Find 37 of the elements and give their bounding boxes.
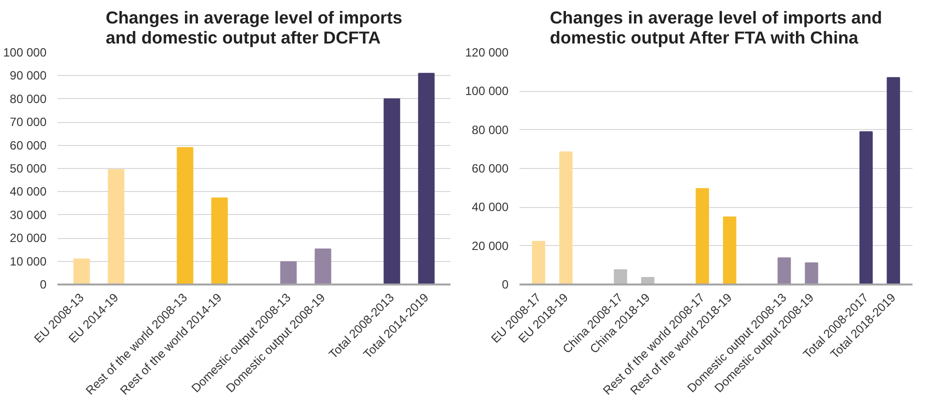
y-tick-label: 50 000 (10, 162, 47, 176)
y-tick-label: 80 000 (10, 92, 47, 106)
bar (280, 261, 297, 284)
bar (886, 77, 900, 284)
chart-title: Changes in average level of imports and domestic output After FTA with China (550, 8, 882, 48)
y-tick-label: 70 000 (10, 115, 47, 130)
bar (176, 147, 194, 284)
bar (614, 269, 628, 284)
bar (696, 188, 709, 284)
bar (723, 216, 736, 284)
bar (859, 131, 873, 284)
bar (108, 169, 124, 284)
y-tick-label: 40 000 (472, 200, 509, 214)
y-tick-label: 60 000 (472, 162, 509, 176)
y-tick-label: 90 000 (10, 68, 47, 83)
y-tick-label: 100 000 (465, 84, 509, 98)
bar (778, 257, 791, 284)
y-tick-label: 80 000 (472, 122, 509, 137)
y-tick-label: 120 000 (465, 46, 509, 60)
y-tick-label: 40 000 (10, 184, 47, 199)
y-tick-label: 20 000 (472, 238, 509, 253)
y-tick-label: 100 000 (3, 46, 47, 60)
y-tick-label: 30 000 (10, 208, 47, 222)
bar (418, 72, 435, 284)
y-tick-label: 20 000 (10, 231, 47, 246)
bar (532, 240, 546, 284)
bar (314, 248, 332, 284)
bar (559, 151, 573, 284)
y-tick-label: 0 (40, 278, 47, 292)
bar (804, 262, 818, 284)
y-tick-label: 0 (502, 278, 509, 292)
bar (73, 258, 90, 284)
y-tick-label: 60 000 (10, 138, 47, 152)
y-tick-label: 10 000 (10, 254, 47, 268)
bar (384, 98, 400, 284)
chart-title: Changes in average level of imports and domestic output after DCFTA (106, 8, 402, 48)
bar (211, 197, 228, 284)
